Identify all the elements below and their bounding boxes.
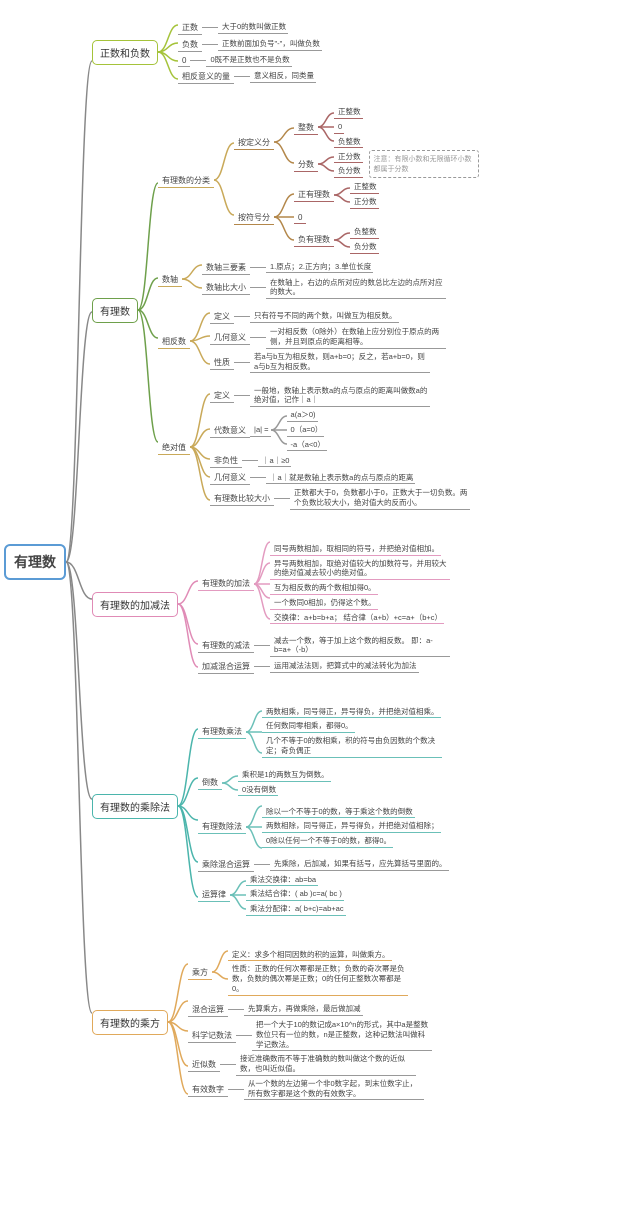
mindmap-node: 有理数比较大小 xyxy=(210,491,274,506)
leaf-node: 正整数 xyxy=(350,181,379,194)
leaf-node: -a（a<0） xyxy=(287,439,327,452)
desc-node: 0既不是正数也不是负数 xyxy=(206,54,291,67)
leaf-node: 0 xyxy=(334,121,344,134)
leaf-node: 两数相除，同号得正，异号得负，并把绝对值相除； xyxy=(262,820,441,833)
leaf-node: 互为相反数的两个数相加得0。 xyxy=(270,582,378,595)
mindmap-node: 正数 xyxy=(178,20,202,35)
mindmap-node: 相反意义的量 xyxy=(178,69,234,84)
desc-node: 只有符号不同的两个数，叫做互为相反数。 xyxy=(250,310,399,323)
desc-node: ｜a｜≥0 xyxy=(258,455,291,468)
mindmap-node: 数轴三要素 xyxy=(202,260,250,275)
mindmap-node: 代数意义 xyxy=(210,423,250,438)
leaf-node: 0除以任何一个不等于0的数，都得0。 xyxy=(262,835,393,848)
leaf-node: 乘法分配律：a( b+c)=ab+ac xyxy=(246,903,346,916)
leaf-node: 负整数 xyxy=(334,136,363,149)
mindmap-node: 负有理数 xyxy=(294,232,334,247)
root-node: 有理数 xyxy=(4,544,66,580)
leaf-node: 正分数 xyxy=(350,196,379,209)
mindmap-node: 混合运算 xyxy=(188,1002,228,1017)
mindmap-node: 整数 xyxy=(294,120,318,135)
leaf-node: 任何数同零相乘，都得0。 xyxy=(262,720,355,733)
mindmap-node: 科学记数法 xyxy=(188,1028,236,1043)
leaf-node: 负分数 xyxy=(350,241,379,254)
mindmap-node: 近似数 xyxy=(188,1057,220,1072)
desc-node: 在数轴上，右边的点所对应的数总比左边的点所对应的数大。 xyxy=(266,277,446,300)
mindmap-node: 按符号分 xyxy=(234,210,274,225)
desc-node: 先算乘方，再做乘除，最后做加减 xyxy=(244,1003,363,1016)
mindmap-node: 有理数的分类 xyxy=(158,173,214,188)
mindmap-node: 几何意义 xyxy=(210,470,250,485)
desc-node: 从一个数的左边第一个非0数字起，到末位数字止，所有数字都是这个数的有效数字。 xyxy=(244,1078,424,1101)
mindmap-node: 定义 xyxy=(210,309,234,324)
leaf-node: 乘法结合律：( ab )c=a( bc ) xyxy=(246,888,344,901)
note-box: 注意：有限小数和无限循环小数都属于分数 xyxy=(369,150,479,178)
desc-node: 一对相反数（0除外）在数轴上应分别位于原点的两侧，并且到原点的距离相等。 xyxy=(266,326,446,349)
mindmap-node: 乘除混合运算 xyxy=(198,857,254,872)
leaf-node: 几个不等于0的数相乘，积的符号由负因数的个数决定；奇负偶正 xyxy=(262,735,442,758)
leaf-node: 0没有倒数 xyxy=(238,784,278,797)
leaf-node: 异号两数相加，取绝对值较大的加数符号，并用较大的绝对值减去较小的绝对值。 xyxy=(270,558,450,581)
mindmap-node: 0 xyxy=(178,54,190,67)
mindmap-node: 乘方 xyxy=(188,965,212,980)
desc-node: 正数前面加负号"-"，叫做负数 xyxy=(218,38,322,51)
leaf-node: 一个数同0相加，仍得这个数。 xyxy=(270,597,378,610)
mindmap-node: 有理数乘法 xyxy=(198,724,246,739)
leaf-node: 除以一个不等于0的数，等于乘这个数的倒数 xyxy=(262,806,415,819)
mindmap-node: 正有理数 xyxy=(294,187,334,202)
mindmap-node: 有理数 xyxy=(92,298,138,323)
desc-node: 先乘除，后加减，如果有括号，应先算括号里面的。 xyxy=(270,858,449,871)
mindmap-node: 相反数 xyxy=(158,334,190,349)
desc-node: 意义相反，同类量 xyxy=(250,70,316,83)
mindmap-node: 有理数除法 xyxy=(198,819,246,834)
desc-node: ｜a｜就是数轴上表示数a的点与原点的距离 xyxy=(266,472,415,485)
mindmap-node: 几何意义 xyxy=(210,330,250,345)
leaf-node: 同号两数相加，取相同的符号，并把绝对值相加。 xyxy=(270,543,441,556)
mindmap-node: 有理数的加法 xyxy=(198,576,254,591)
desc-node: |a| = xyxy=(250,424,271,437)
mindmap-node: 运算律 xyxy=(198,887,230,902)
leaf-node: 交换律：a+b=b+a； 结合律（a+b）+c=a+（b+c） xyxy=(270,612,444,625)
desc-node: 若a与b互为相反数，则a+b=0；反之，若a+b=0，则a与b互为相反数。 xyxy=(250,351,430,374)
mindmap-node: 负数 xyxy=(178,37,202,52)
mindmap-node: 数轴 xyxy=(158,272,182,287)
desc-node: 运用减法法则，把算式中的减法转化为加法 xyxy=(270,660,419,673)
leaf-node: 两数相乘，同号得正，异号得负，并把绝对值相乘。 xyxy=(262,706,441,719)
leaf-node: 负分数 xyxy=(334,165,363,178)
mindmap-node: 非负性 xyxy=(210,453,242,468)
mindmap-node: 定义 xyxy=(210,388,234,403)
leaf-node: a(a＞0) xyxy=(287,409,318,422)
leaf-node: 定义：求多个相同因数的积的运算，叫做乘方。 xyxy=(228,949,392,962)
mindmap-node: 正数和负数 xyxy=(92,40,158,65)
leaf-node: 0（a=0） xyxy=(287,424,325,437)
desc-node: 1.原点；2.正方向；3.单位长度 xyxy=(266,261,373,274)
mindmap-node: 数轴比大小 xyxy=(202,280,250,295)
mindmap-node: 有理数的乘除法 xyxy=(92,794,178,819)
mindmap-node: 0 xyxy=(294,211,306,224)
leaf-node: 乘法交换律：ab=ba xyxy=(246,874,318,887)
mindmap-node: 性质 xyxy=(210,355,234,370)
desc-node: 接近准确数而不等于准确数的数叫做这个数的近似数，也叫近似值。 xyxy=(236,1053,416,1076)
leaf-node: 正分数 xyxy=(334,151,363,164)
leaf-node: 乘积是1的两数互为倒数。 xyxy=(238,769,331,782)
mindmap-node: 有效数字 xyxy=(188,1082,228,1097)
mindmap-node: 倒数 xyxy=(198,775,222,790)
mindmap-node: 按定义分 xyxy=(234,135,274,150)
desc-node: 一般地，数轴上表示数a的点与原点的距离叫做数a的绝对值，记作｜a｜ xyxy=(250,385,430,408)
leaf-node: 性质：正数的任何次幂都是正数；负数的奇次幂是负数，负数的偶次幂是正数；0的任何正… xyxy=(228,963,408,995)
desc-node: 大于0的数叫做正数 xyxy=(218,21,288,34)
leaf-node: 正整数 xyxy=(334,106,363,119)
mindmap-node: 有理数的减法 xyxy=(198,638,254,653)
mindmap-node: 有理数的加减法 xyxy=(92,592,178,617)
mindmap-node: 分数 xyxy=(294,157,318,172)
desc-node: 正数都大于0，负数都小于0，正数大于一切负数。两个负数比较大小，绝对值大的反而小… xyxy=(290,487,470,510)
desc-node: 减去一个数，等于加上这个数的相反数。 即：a-b=a+（-b） xyxy=(270,635,450,658)
leaf-node: 负整数 xyxy=(350,226,379,239)
mindmap-node: 有理数的乘方 xyxy=(92,1010,168,1035)
mindmap-node: 加减混合运算 xyxy=(198,659,254,674)
mindmap-node: 绝对值 xyxy=(158,440,190,455)
desc-node: 把一个大于10的数记成a×10^n的形式，其中a是整数数位只有一位的数，n是正整… xyxy=(252,1019,432,1051)
